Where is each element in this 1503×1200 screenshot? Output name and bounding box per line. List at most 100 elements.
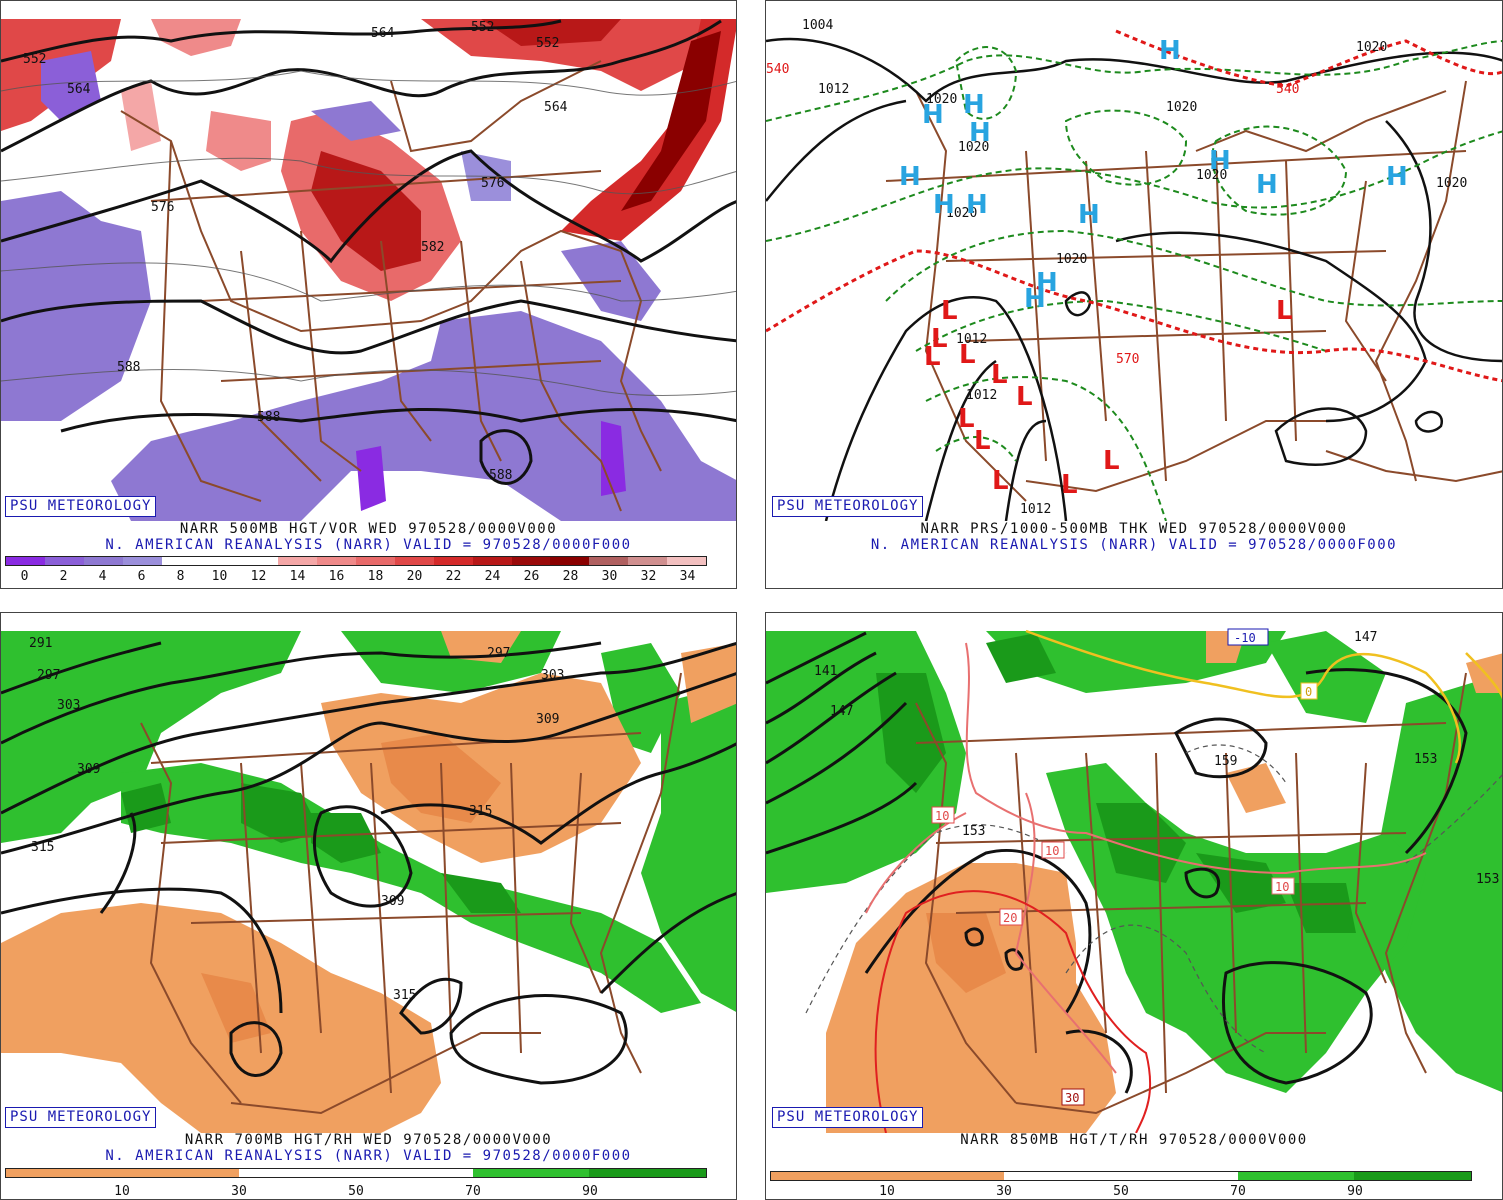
isobar-label: 1020 — [1356, 40, 1387, 55]
isobar-label: 1020 — [1436, 176, 1467, 191]
colorbar-swatch — [239, 557, 279, 565]
contour-label: 309 — [77, 762, 100, 777]
high-pressure-marker: H — [899, 162, 921, 192]
contour-label: 552 — [536, 36, 559, 51]
low-pressure-marker: L — [924, 342, 941, 372]
colorbar-tick-label: 10 — [211, 569, 228, 584]
psu-meteorology-label: PSU METEOROLOGY — [5, 496, 157, 517]
isobar-label: 1020 — [926, 92, 957, 107]
contour-label: 552 — [471, 20, 494, 35]
temperature-label: 20 — [1003, 911, 1017, 925]
colorbar-tick-label: 50 — [1113, 1184, 1129, 1199]
isobar-label: 1020 — [946, 206, 977, 221]
colorbar-tick-label: 70 — [465, 1184, 481, 1199]
colorbar-swatch — [887, 1172, 1005, 1180]
contour-label: 159 — [1214, 754, 1237, 769]
thickness-label: 540 — [1276, 82, 1299, 97]
reanalysis-line: N. AMERICAN REANALYSIS (NARR) VALID = 97… — [105, 537, 632, 553]
colorbar-swatch — [628, 557, 668, 565]
temperature-label: 10 — [1275, 880, 1289, 894]
colorbar-tick-label: 90 — [582, 1184, 598, 1199]
high-pressure-marker: H — [933, 190, 955, 220]
contour-label: 303 — [541, 668, 564, 683]
low-pressure-marker: L — [1103, 446, 1120, 476]
contour-label: 297 — [37, 668, 60, 683]
colorbar-tick-label: 22 — [445, 569, 462, 584]
contour-label: 315 — [469, 804, 492, 819]
panel-pressure-thickness: 1004 1012 1020 1020 1020 1020 1020 1020 … — [765, 0, 1503, 589]
contour-label: 153 — [1476, 872, 1499, 887]
colorbar-swatch — [1237, 1172, 1355, 1180]
colorbar-swatch — [1354, 1172, 1472, 1180]
colorbar-tick-label: 10 — [879, 1184, 895, 1199]
temperature-label: -10 — [1234, 631, 1256, 645]
panel-700mb-humidity: 291 297 303 309 315 297 303 309 315 309 … — [0, 612, 737, 1200]
colorbar-swatch — [550, 557, 590, 565]
colorbar-swatch — [472, 1169, 590, 1177]
colorbar-tick-label: 32 — [640, 569, 657, 584]
low-pressure-marker: L — [1276, 296, 1293, 326]
thickness-label: 570 — [1116, 352, 1139, 367]
colorbar-swatch — [44, 557, 84, 565]
panel-500mb-vorticity: 552 564 576 588 588 552 564 576 582 588 … — [0, 0, 737, 589]
colorbar-tick-label: 28 — [562, 569, 579, 584]
low-pressure-marker: L — [1061, 470, 1078, 500]
colorbar-swatch — [6, 557, 45, 565]
colorbar-swatch — [278, 557, 318, 565]
low-pressure-marker: L — [992, 466, 1009, 496]
colorbar-tick-label: 70 — [1230, 1184, 1246, 1199]
isobar-label: 1012 — [966, 388, 997, 403]
colorbar-swatch — [356, 557, 395, 565]
low-pressure-marker: L — [974, 426, 991, 456]
isobar-label: 1020 — [1056, 252, 1087, 267]
humidity-colorbar — [5, 1168, 707, 1178]
colorbar-tick-label: 24 — [484, 569, 501, 584]
psu-meteorology-label: PSU METEOROLOGY — [5, 1107, 157, 1128]
low-pressure-marker: L — [959, 340, 976, 370]
panel-title: NARR 850MB HGT/T/RH 970528/0000V000 — [960, 1132, 1308, 1148]
colorbar-tick-label: 30 — [231, 1184, 247, 1199]
colorbar-swatch — [239, 1169, 357, 1177]
colorbar-tick-label: 50 — [348, 1184, 364, 1199]
high-pressure-marker: H — [1386, 162, 1408, 192]
isobar-label: 1020 — [1196, 168, 1227, 183]
high-pressure-marker: H — [1024, 284, 1046, 314]
contour-label: 588 — [117, 360, 140, 375]
colorbar-swatch — [317, 557, 357, 565]
isobar-label: 1020 — [1166, 100, 1197, 115]
vorticity-colorbar — [5, 556, 707, 566]
contour-label: 153 — [962, 824, 985, 839]
colorbar-tick-label: 16 — [328, 569, 345, 584]
isobar-label: 1012 — [1020, 502, 1051, 517]
colorbar-swatch — [433, 557, 473, 565]
pressure-map: 1004 1012 1020 1020 1020 1020 1020 1020 … — [766, 18, 1502, 521]
contour-label: 588 — [489, 468, 512, 483]
contour-label: 291 — [29, 636, 52, 651]
colorbar-tick-label: 2 — [59, 569, 68, 584]
contour-label: 147 — [830, 704, 853, 719]
reanalysis-line: N. AMERICAN REANALYSIS (NARR) VALID = 97… — [105, 1148, 632, 1164]
isobar-label: 1012 — [818, 82, 849, 97]
contour-label: 588 — [257, 410, 280, 425]
humidity-700-map: 291 297 303 309 315 297 303 309 315 309 … — [1, 631, 736, 1133]
contour-label: 309 — [381, 894, 404, 909]
panel-title: NARR 700MB HGT/RH WED 970528/0000V000 — [184, 1132, 553, 1148]
humidity-850-map: 141 147 153 159 153 153 147 -10 0 10 10 … — [766, 628, 1502, 1133]
colorbar-tick-label: 12 — [250, 569, 267, 584]
contour-label: 552 — [23, 52, 46, 67]
high-pressure-marker: H — [922, 100, 944, 130]
colorbar-tick-label: 90 — [1347, 1184, 1363, 1199]
psu-meteorology-label: PSU METEOROLOGY — [772, 496, 924, 517]
colorbar-swatch — [122, 557, 162, 565]
colorbar-tick-label: 6 — [137, 569, 146, 584]
colorbar-swatch — [472, 557, 512, 565]
colorbar-swatch — [1121, 1172, 1238, 1180]
contour-label: 297 — [487, 646, 510, 661]
colorbar-swatch — [1004, 1172, 1122, 1180]
contour-label: 582 — [421, 240, 444, 255]
low-pressure-marker: L — [958, 404, 975, 434]
temperature-label: 0 — [1305, 685, 1312, 699]
colorbar-swatch — [6, 1169, 123, 1177]
contour-label: 576 — [151, 200, 174, 215]
contour-label: 153 — [1414, 752, 1437, 767]
